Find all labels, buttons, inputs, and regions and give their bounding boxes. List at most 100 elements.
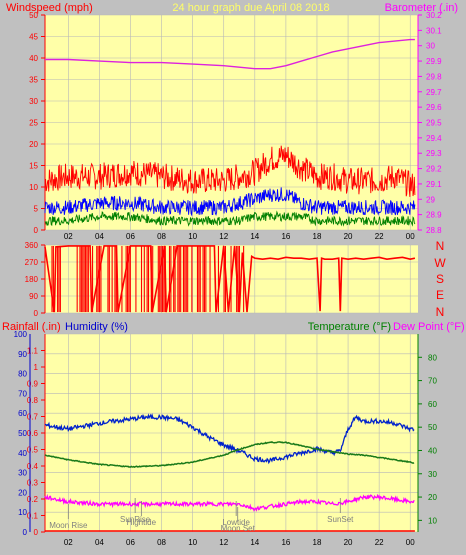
barometer-axis-title: Barometer (.in) [385, 2, 458, 14]
rainfall-axis-title: Rainfall (.in) [2, 321, 61, 333]
windspeed-tick-label: 5 [34, 205, 39, 214]
rainfall-tick-label: 0.2 [27, 495, 39, 504]
barometer-tick-label: 29.2 [426, 165, 442, 174]
temperature-line [44, 441, 415, 468]
humidity-tick-label: 50 [18, 429, 27, 438]
rainfall-tick-label: 0.1 [27, 512, 39, 521]
temperature-tick-label: 80 [428, 353, 437, 362]
x-tick-label-bottom: 20 [344, 538, 353, 547]
humidity-tick-label: 100 [14, 330, 28, 339]
direction-tick-label: 360 [25, 241, 39, 250]
barometer-tick-label: 30.1 [426, 26, 442, 35]
barometer-tick-label: 28.8 [426, 226, 442, 235]
rainfall-tick-label: 0 [34, 528, 39, 537]
rainfall-tick-label: 0.3 [27, 479, 39, 488]
windspeed-tick-label: 35 [29, 76, 38, 85]
barometer-tick-label: 29.4 [426, 134, 442, 143]
windspeed-tick-label: 30 [29, 97, 38, 106]
humidity-line [44, 413, 415, 465]
x-tick-label-bottom: 14 [250, 538, 259, 547]
wind-min-line [44, 210, 416, 227]
barometer-tick-label: 29.9 [426, 57, 442, 66]
dewpoint-axis-title: Dew Point (°F) [393, 321, 465, 333]
direction-tick-label: 180 [25, 275, 39, 284]
x-tick-label-bottom: 10 [188, 538, 197, 547]
windspeed-axis-title: Windspeed (mph) [6, 2, 93, 14]
x-tick-label-bottom: 00 [406, 538, 415, 547]
windspeed-tick-label: 25 [29, 119, 38, 128]
x-tick-label-bottom: 16 [281, 538, 290, 547]
windspeed-tick-label: 40 [29, 54, 38, 63]
wind-avg-line [44, 187, 416, 217]
x-tick-label-top: 08 [157, 232, 166, 241]
x-tick-label-top: 22 [375, 232, 384, 241]
x-tick-label-top: 14 [250, 232, 259, 241]
rainfall-tick-label: 1.1 [27, 347, 39, 356]
astro-label: Moon Rise [49, 521, 88, 530]
x-tick-label-top: 00 [406, 232, 415, 241]
x-tick-label-top: 10 [188, 232, 197, 241]
rainfall-tick-label: 0.7 [27, 413, 39, 422]
compass-letter: W [434, 256, 446, 270]
x-tick-label-top: 12 [219, 232, 228, 241]
astro-label: Lowtide [222, 518, 250, 527]
humidity-axis-title: Humidity (%) [65, 321, 128, 333]
humidity-tick-label: 80 [18, 370, 27, 379]
barometer-tick-label: 29.3 [426, 149, 442, 158]
barometer-tick-label: 29.5 [426, 119, 442, 128]
humidity-tick-label: 0 [23, 528, 28, 537]
x-tick-label-bottom: 08 [157, 538, 166, 547]
dewpoint-line [44, 493, 415, 512]
x-tick-label-top: 06 [126, 232, 135, 241]
temperature-tick-label: 30 [428, 470, 437, 479]
wind-direction-line [44, 245, 416, 313]
rainfall-tick-label: 0.6 [27, 429, 39, 438]
temperature-tick-label: 40 [428, 446, 437, 455]
x-tick-label-bottom: 06 [126, 538, 135, 547]
windspeed-tick-label: 15 [29, 162, 38, 171]
direction-tick-label: 0 [34, 309, 39, 318]
barometer-tick-label: 29.7 [426, 88, 442, 97]
windspeed-tick-label: 50 [29, 11, 38, 20]
x-tick-label-bottom: 12 [219, 538, 228, 547]
rainfall-tick-label: 0.4 [27, 462, 39, 471]
temperature-tick-label: 50 [428, 423, 437, 432]
x-tick-label-top: 18 [313, 232, 322, 241]
rainfall-tick-label: 0.8 [27, 396, 39, 405]
windspeed-tick-label: 10 [29, 183, 38, 192]
astro-label: Moon Set [221, 524, 256, 533]
x-tick-label-bottom: 04 [95, 538, 104, 547]
compass-letter: N [436, 305, 445, 319]
humidity-tick-label: 20 [18, 488, 27, 497]
x-tick-label-top: 04 [95, 232, 104, 241]
humidity-tick-label: 60 [18, 409, 27, 418]
axes-layer: 0510152025303540455028.828.92929.129.229… [14, 11, 442, 547]
humidity-tick-label: 90 [18, 350, 27, 359]
humidity-tick-label: 10 [18, 508, 27, 517]
temperature-tick-label: 60 [428, 400, 437, 409]
humidity-tick-label: 70 [18, 389, 27, 398]
x-tick-label-bottom: 02 [64, 538, 73, 547]
graph-title: 24 hour graph due April 08 2018 [172, 2, 329, 14]
windspeed-tick-label: 0 [34, 226, 39, 235]
rainfall-tick-label: 1 [34, 363, 39, 372]
x-tick-label-top: 02 [64, 232, 73, 241]
wind-gust-line [44, 145, 416, 197]
barometer-tick-label: 29 [426, 195, 435, 204]
compass-letter: N [436, 239, 445, 253]
series-layer [44, 38, 416, 532]
barometer-tick-label: 29.6 [426, 103, 442, 112]
windspeed-tick-label: 45 [29, 33, 38, 42]
barometer-tick-label: 29.8 [426, 72, 442, 81]
barometer-tick-label: 30 [426, 42, 435, 51]
humidity-tick-label: 40 [18, 449, 27, 458]
temperature-tick-label: 20 [428, 493, 437, 502]
barometer-line [45, 38, 415, 70]
compass-letter: E [436, 288, 444, 302]
x-tick-label-bottom: 18 [313, 538, 322, 547]
rainfall-tick-label: 0.9 [27, 380, 39, 389]
barometer-tick-label: 29.1 [426, 180, 442, 189]
temperature-tick-label: 10 [428, 516, 437, 525]
